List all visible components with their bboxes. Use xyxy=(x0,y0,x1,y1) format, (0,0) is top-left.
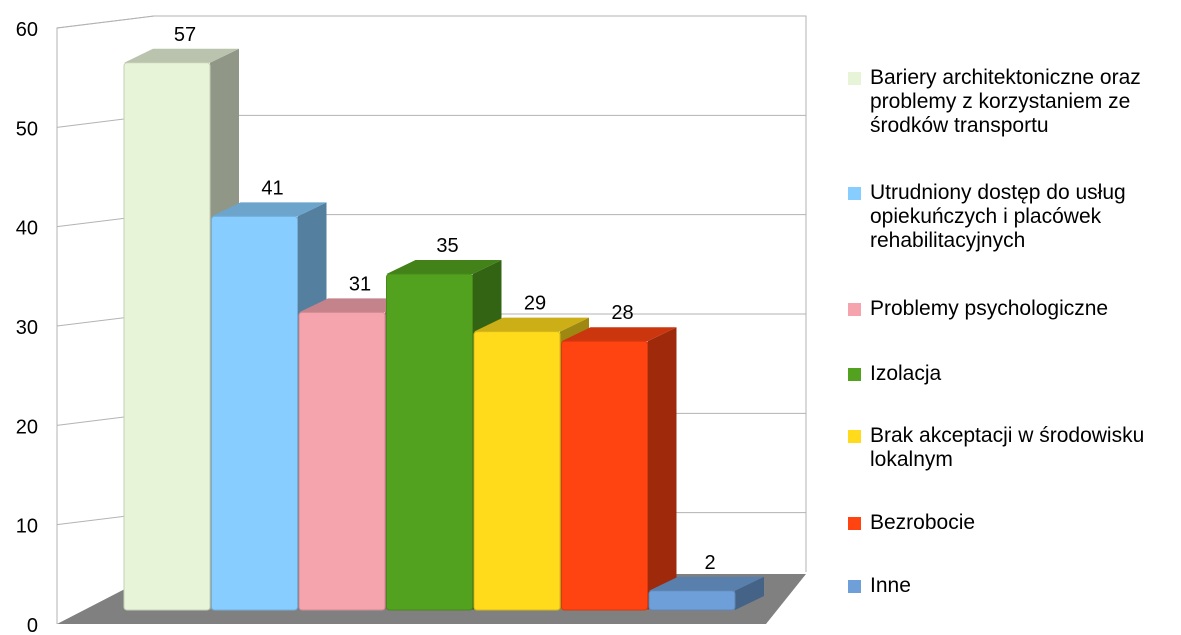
legend-label: Bezrobocie xyxy=(870,511,976,534)
bar-side xyxy=(735,576,764,610)
y-tick-label: 20 xyxy=(16,416,38,438)
legend-label: Brak akceptacji w środowisku lokalnym xyxy=(870,424,1145,471)
legend-item: Problemy psychologiczne xyxy=(848,297,1181,321)
data-label: 29 xyxy=(524,293,546,315)
bar-chart: 0 10 20 30 40 50 60 57 41 31 35 29 28 2 xyxy=(16,15,807,635)
data-label: 31 xyxy=(349,273,371,295)
legend-item: Inne xyxy=(848,574,1181,598)
legend-swatch xyxy=(848,187,861,200)
bar-top xyxy=(211,202,327,217)
bar xyxy=(648,576,764,611)
bar-top xyxy=(474,317,589,332)
y-axis-ticks: 0 10 20 30 40 50 60 xyxy=(16,19,38,635)
legend-item: Utrudniony dostęp do usług opiekuńczych … xyxy=(848,181,1181,253)
bar-front xyxy=(386,273,473,611)
legend-swatch xyxy=(848,368,861,381)
bar-side xyxy=(647,327,677,610)
data-label: 28 xyxy=(611,302,633,324)
bar-front xyxy=(298,311,386,611)
legend-label: Inne xyxy=(870,574,911,597)
bar xyxy=(561,327,677,611)
legend-item: Bezrobocie xyxy=(848,511,1181,535)
legend-label: Izolacja xyxy=(870,362,942,385)
legend-swatch xyxy=(848,72,861,85)
bars xyxy=(123,48,764,611)
legend-label: Problemy psychologiczne xyxy=(870,297,1109,320)
legend-item: Izolacja xyxy=(848,362,1181,386)
bar-top xyxy=(649,576,764,591)
y-tick-label: 30 xyxy=(16,317,38,339)
bar-top xyxy=(561,327,677,342)
legend-label: Bariery architektoniczne oraz problemy z… xyxy=(870,66,1141,137)
y-tick-label: 40 xyxy=(16,218,38,240)
gridline-side xyxy=(56,15,155,29)
legend-label: Utrudniony dostęp do usług opiekuńczych … xyxy=(870,181,1126,252)
data-label: 41 xyxy=(261,177,283,199)
bar-front xyxy=(123,62,211,611)
legend: Bariery architektoniczne oraz problemy z… xyxy=(848,0,1181,635)
y-tick-label: 10 xyxy=(16,516,38,538)
y-tick-label: 60 xyxy=(16,19,38,41)
data-labels: 57 41 31 35 29 28 2 xyxy=(174,24,716,574)
bar-front xyxy=(473,331,561,611)
legend-swatch xyxy=(848,580,861,593)
bar-front xyxy=(211,215,298,611)
bar-top xyxy=(299,298,414,313)
data-label: 2 xyxy=(704,552,715,574)
bar-front xyxy=(561,340,648,611)
y-tick-label: 0 xyxy=(27,615,38,635)
data-label: 35 xyxy=(436,235,458,257)
legend-swatch xyxy=(848,430,861,443)
legend-swatch xyxy=(848,303,861,316)
bar-front xyxy=(648,590,736,611)
legend-item: Bariery architektoniczne oraz problemy z… xyxy=(848,66,1181,138)
bar-top xyxy=(124,48,239,63)
data-label: 57 xyxy=(174,24,196,46)
legend-item: Brak akceptacji w środowisku lokalnym xyxy=(848,424,1181,472)
y-tick-label: 50 xyxy=(16,118,38,140)
bar-top xyxy=(386,260,502,274)
legend-swatch xyxy=(848,517,861,530)
